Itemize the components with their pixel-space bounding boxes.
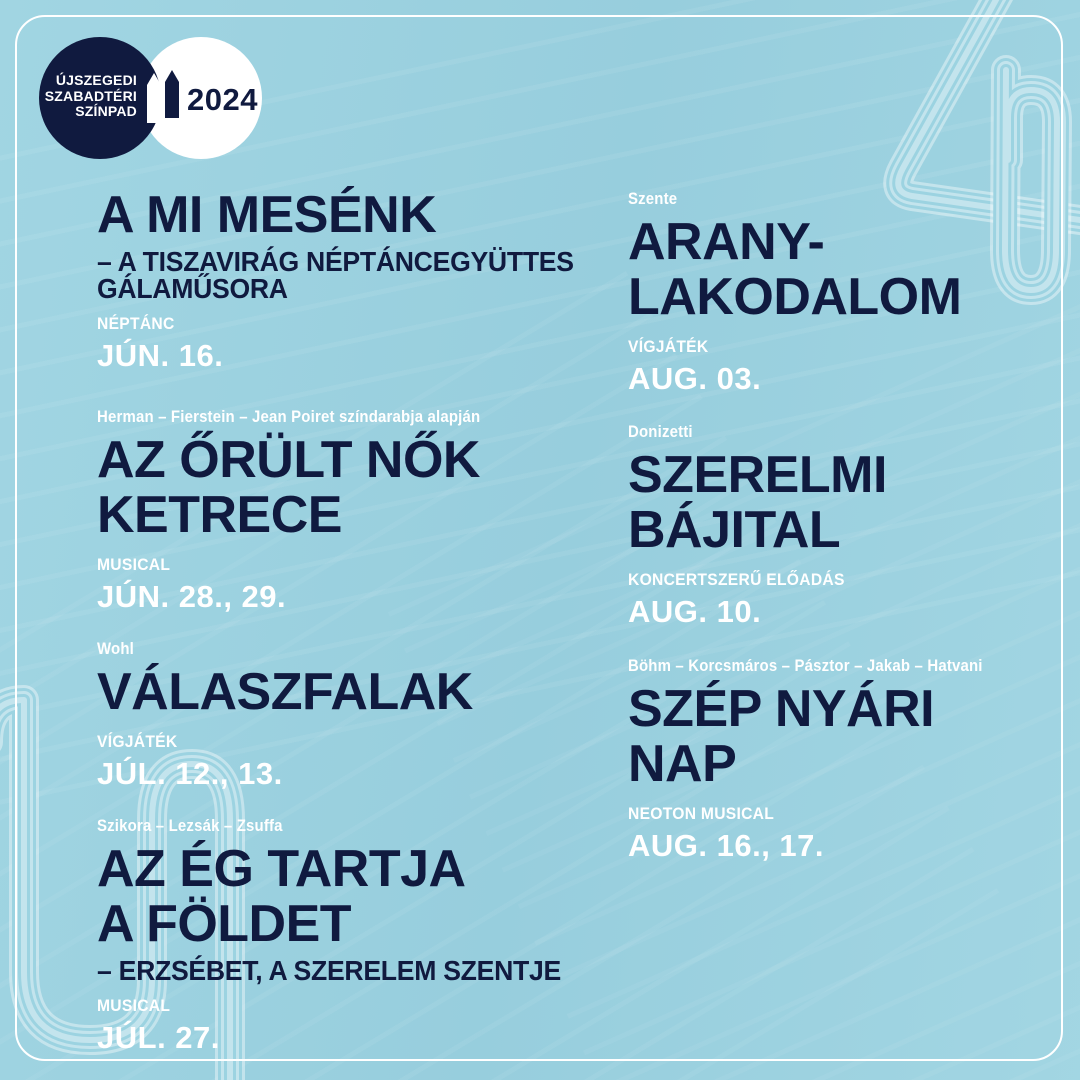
event-date: JÚL. 12., 13.: [97, 756, 283, 791]
event-subtitle: – A TISZAVIRÁG NÉPTÁNCEGYÜTTES GÁLAMŰSORA: [97, 246, 574, 304]
event-date: JÚN. 28., 29.: [97, 579, 287, 614]
event-title-line: VÁLASZFALAK: [97, 663, 473, 721]
event-genre-label: MUSICAL: [97, 996, 171, 1015]
logo-year-circle: 2024: [140, 37, 262, 159]
event-subtitle-line: – A TISZAVIRÁG NÉPTÁNCEGYÜTTES: [97, 246, 574, 277]
event-author: Donizetti: [628, 422, 693, 441]
event-date: JÚN. 16.: [97, 338, 224, 373]
event-genre-label: VÍGJÁTÉK: [628, 337, 709, 356]
event-date: AUG. 16., 17.: [628, 828, 825, 863]
event-subtitle-line: – ERZSÉBET, A SZERELEM SZENTJE: [97, 955, 561, 986]
event-card: Szikora – Lezsák – Zsuffa AZ ÉG TARTJA A …: [97, 816, 585, 1055]
event-author: Wohl: [97, 639, 134, 658]
event-genre-label: NÉPTÁNC: [97, 314, 175, 333]
event-date: AUG. 10.: [628, 594, 762, 629]
event-title: AZ ÉG TARTJA A FÖLDET: [97, 842, 585, 952]
event-title-line: LAKODALOM: [628, 268, 962, 326]
venue-name: ÚJSZEGEDI SZABADTÉRI SZÍNPAD: [44, 72, 137, 120]
venue-name-line: SZÍNPAD: [75, 103, 137, 119]
event-author: Herman – Fierstein – Jean Poiret színdar…: [97, 407, 481, 426]
event-genre-label: VÍGJÁTÉK: [97, 732, 178, 751]
event-title: SZERELMI BÁJITAL: [628, 448, 887, 558]
event-title-line: ARANY-: [628, 213, 825, 271]
event-author: Böhm – Korcsmáros – Pásztor – Jakab – Ha…: [628, 656, 983, 675]
event-subtitle: – ERZSÉBET, A SZERELEM SZENTJE: [97, 955, 561, 986]
event-title: ARANY- LAKODALOM: [628, 213, 962, 326]
event-date: JÚL. 27.: [97, 1020, 220, 1055]
event-title-line: A MI MESÉNK: [97, 186, 437, 244]
event-card: A MI MESÉNK – A TISZAVIRÁG NÉPTÁNCEGYÜTT…: [97, 188, 599, 373]
event-title-line: AZ ŐRÜLT NŐK: [97, 431, 480, 489]
event-card: Szente ARANY- LAKODALOM VÍGJÁTÉK AUG. 03.: [628, 189, 962, 396]
twin-spire-towers-icon: [147, 70, 179, 123]
event-title-line: A FÖLDET: [97, 895, 352, 953]
event-genre-label: KONCERTSZERŰ ELŐADÁS: [628, 570, 845, 589]
event-card: Böhm – Korcsmáros – Pásztor – Jakab – Ha…: [628, 656, 1031, 863]
event-card: Donizetti SZERELMI BÁJITAL KONCERTSZERŰ E…: [628, 422, 887, 629]
event-date: AUG. 03.: [628, 361, 762, 396]
event-title-line: SZÉP NYÁRI: [628, 680, 935, 738]
event-author: Szente: [628, 189, 678, 208]
event-card: Herman – Fierstein – Jean Poiret színdar…: [97, 407, 533, 614]
event-title-line: SZERELMI: [628, 446, 887, 504]
event-subtitle-line: GÁLAMŰSORA: [97, 273, 288, 304]
event-title-line: KETRECE: [97, 486, 342, 544]
event-card: Wohl VÁLASZFALAK VÍGJÁTÉK JÚL. 12., 13.: [97, 639, 473, 791]
event-title-line: BÁJITAL: [628, 501, 841, 559]
event-genre-label: NEOTON MUSICAL: [628, 804, 775, 823]
event-title-line: AZ ÉG TARTJA: [97, 840, 466, 898]
event-title-line: NAP: [628, 735, 737, 793]
event-title: VÁLASZFALAK: [97, 665, 473, 720]
event-genre-label: MUSICAL: [97, 555, 171, 574]
event-author: Szikora – Lezsák – Zsuffa: [97, 816, 283, 835]
logo-venue-circle: ÚJSZEGEDI SZABADTÉRI SZÍNPAD: [39, 37, 161, 159]
event-title: AZ ŐRÜLT NŐK KETRECE: [97, 433, 533, 543]
venue-name-line: ÚJSZEGEDI: [55, 72, 137, 88]
event-title: A MI MESÉNK: [97, 188, 599, 243]
logo-year: 2024: [187, 82, 258, 117]
event-title: SZÉP NYÁRI NAP: [628, 682, 1031, 792]
venue-name-line: SZABADTÉRI: [44, 87, 137, 104]
